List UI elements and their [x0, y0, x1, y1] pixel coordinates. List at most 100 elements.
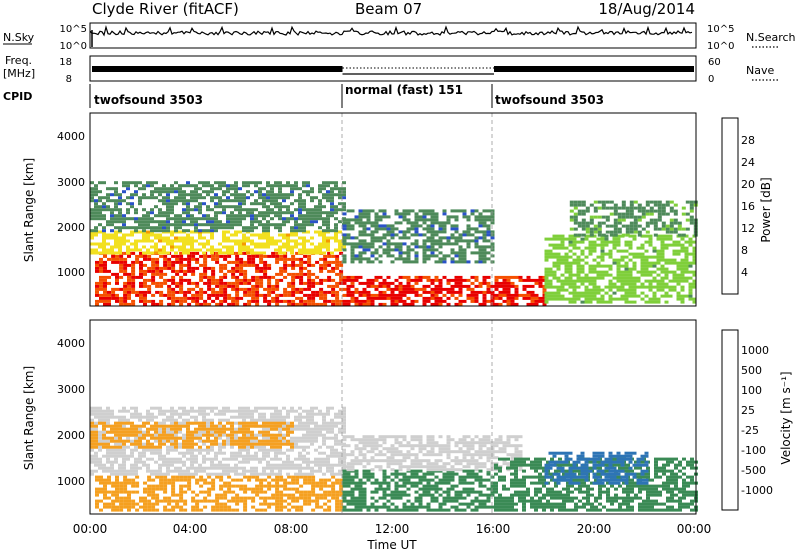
- heatmap-cell: [94, 437, 98, 440]
- heatmap-cell: [194, 190, 198, 193]
- heatmap-cell: [291, 476, 295, 479]
- heatmap-cell: [342, 419, 346, 422]
- heatmap-cell: [106, 205, 110, 208]
- heatmap-cell: [151, 497, 155, 500]
- heatmap-cell: [407, 279, 411, 282]
- heatmap-cell: [674, 219, 678, 222]
- heatmap-cell: [306, 410, 310, 413]
- heatmap-cell: [411, 242, 415, 245]
- heatmap-cell: [283, 300, 287, 303]
- heatmap-cell: [130, 226, 134, 229]
- heatmap-cell: [363, 230, 367, 233]
- heatmap-cell: [270, 416, 274, 419]
- heatmap-cell: [243, 500, 247, 503]
- heatmap-cell: [142, 208, 146, 211]
- heatmap-cell: [251, 255, 255, 258]
- heatmap-cell: [570, 216, 574, 219]
- heatmap-cell: [242, 229, 246, 232]
- heatmap-cell: [94, 461, 98, 464]
- heatmap-cell: [294, 446, 298, 449]
- heatmap-cell: [247, 300, 251, 303]
- heatmap-cell: [231, 285, 235, 288]
- heatmap-cell: [194, 419, 198, 422]
- heatmap-cell: [250, 413, 254, 416]
- heatmap-cell: [235, 497, 239, 500]
- heatmap-cell: [118, 246, 122, 249]
- heatmap-cell: [549, 283, 553, 286]
- heatmap-cell: [315, 494, 319, 497]
- heatmap-cell: [335, 297, 339, 300]
- heatmap-cell: [134, 220, 138, 223]
- heatmap-cell: [210, 223, 214, 226]
- heatmap-cell: [258, 187, 262, 190]
- heatmap-cell: [315, 294, 319, 297]
- heatmap-cell: [147, 288, 151, 291]
- heatmap-cell: [266, 237, 270, 240]
- heatmap-cell: [259, 497, 263, 500]
- heatmap-cell: [423, 221, 427, 224]
- heatmap-cell: [431, 218, 435, 221]
- heatmap-cell: [363, 242, 367, 245]
- heatmap-cell: [463, 285, 467, 288]
- heatmap-cell: [423, 233, 427, 236]
- heatmap-cell: [218, 425, 222, 428]
- heatmap-cell: [585, 247, 589, 250]
- heatmap-cell: [479, 212, 483, 215]
- heatmap-cell: [211, 267, 215, 270]
- heatmap-cell: [539, 297, 543, 300]
- heatmap-cell: [307, 497, 311, 500]
- heatmap-cell: [94, 252, 98, 255]
- heatmap-cell: [219, 303, 223, 306]
- heatmap-cell: [491, 254, 495, 257]
- heatmap-cell: [219, 291, 223, 294]
- nave-tick-bottom: 0: [708, 74, 714, 85]
- heatmap-cell: [122, 446, 126, 449]
- heatmap-cell: [262, 413, 266, 416]
- heatmap-cell: [98, 199, 102, 202]
- heatmap-cell: [102, 252, 106, 255]
- heatmap-cell: [302, 184, 306, 187]
- heatmap-cell: [155, 476, 159, 479]
- heatmap-cell: [561, 289, 565, 292]
- heatmap-cell: [601, 256, 605, 259]
- heatmap-cell: [138, 220, 142, 223]
- heatmap-cell: [250, 181, 254, 184]
- heatmap-cell: [254, 181, 258, 184]
- heatmap-cell: [126, 226, 130, 229]
- heatmap-cell: [262, 252, 266, 255]
- heatmap-cell: [114, 199, 118, 202]
- heatmap-cell: [195, 291, 199, 294]
- heatmap-cell: [90, 229, 94, 232]
- heatmap-cell: [573, 238, 577, 241]
- heatmap-cell: [499, 285, 503, 288]
- heatmap-cell: [557, 286, 561, 289]
- heatmap-cell: [151, 261, 155, 264]
- heatmap-cell: [107, 303, 111, 306]
- heatmap-cell: [210, 434, 214, 437]
- heatmap-cell: [131, 261, 135, 264]
- heatmap-cell: [306, 428, 310, 431]
- heatmap-cell: [226, 470, 230, 473]
- heatmap-cell: [286, 458, 290, 461]
- heatmap-cell: [106, 413, 110, 416]
- heatmap-cell: [459, 209, 463, 212]
- heatmap-cell: [298, 196, 302, 199]
- heatmap-cell: [182, 184, 186, 187]
- heatmap-cell: [467, 215, 471, 218]
- heatmap-cell: [107, 476, 111, 479]
- heatmap-cell: [674, 222, 678, 225]
- heatmap-cell: [135, 491, 139, 494]
- heatmap-cell: [605, 238, 609, 241]
- heatmap-cell: [114, 452, 118, 455]
- heatmap-cell: [214, 217, 218, 220]
- heatmap-cell: [327, 500, 331, 503]
- heatmap-cell: [227, 282, 231, 285]
- heatmap-cell: [330, 252, 334, 255]
- heatmap-cell: [130, 443, 134, 446]
- heatmap-cell: [471, 227, 475, 230]
- heatmap-cell: [573, 295, 577, 298]
- heatmap-cell: [483, 245, 487, 248]
- heatmap-cell: [447, 288, 451, 291]
- heatmap-cell: [119, 491, 123, 494]
- heatmap-cell: [226, 467, 230, 470]
